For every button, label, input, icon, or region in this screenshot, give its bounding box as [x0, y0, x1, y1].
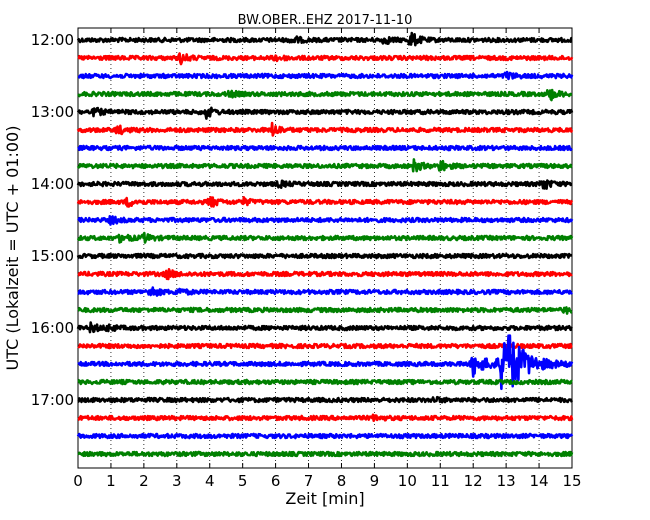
- chart-title: BW.OBER..EHZ 2017-11-10: [238, 13, 413, 28]
- y-tick-label: 17:00: [31, 391, 74, 409]
- x-tick-label: 13: [497, 472, 516, 490]
- y-tick-label: 13:00: [31, 103, 74, 121]
- seismogram-trace-1715: [77, 413, 574, 422]
- seismogram-trace-1300: [76, 106, 574, 120]
- seismogram-trace-1545: [77, 306, 573, 315]
- seismogram-trace-1200: [76, 31, 573, 47]
- x-gridlines: [110, 28, 540, 468]
- x-tick-label: 7: [304, 472, 314, 490]
- seismogram-trace-1415: [76, 196, 574, 208]
- seismogram-trace-1330: [77, 144, 573, 152]
- seismogram-trace-1515: [77, 268, 573, 281]
- seismogram-trace-1530: [77, 286, 573, 297]
- x-tick-label: 8: [337, 472, 347, 490]
- x-tick-label: 15: [562, 472, 581, 490]
- y-tick-label: 12:00: [31, 31, 74, 49]
- x-tick-label: 3: [172, 472, 182, 490]
- seismogram-trace-1430: [77, 215, 574, 226]
- y-tick-label: 15:00: [31, 247, 74, 265]
- seismogram-trace-1730: [76, 432, 574, 440]
- x-tick-label: 9: [370, 472, 380, 490]
- x-tick-label: 1: [106, 472, 116, 490]
- seismogram-trace-1445: [76, 231, 574, 244]
- x-tick-label: 0: [73, 472, 83, 490]
- y-tick-label: 16:00: [31, 319, 74, 337]
- x-tick-label: 5: [238, 472, 248, 490]
- seismogram-trace-1630: [77, 334, 574, 391]
- y-axis-ticks: 12:00 13:00 14:00 15:00 16:00 17:00: [31, 31, 572, 409]
- seismogram-trace-1245: [77, 88, 573, 102]
- seismogram-trace-1315: [76, 121, 574, 137]
- seismogram-trace-1230: [77, 70, 574, 81]
- x-tick-label: 4: [205, 472, 215, 490]
- plot-frame: [77, 27, 573, 469]
- x-tick-label: 10: [398, 472, 417, 490]
- x-tick-label: 6: [271, 472, 281, 490]
- seismogram-trace-1215: [77, 52, 574, 66]
- seismogram-trace-1700: [77, 395, 574, 404]
- seismogram-trace-1600: [76, 321, 573, 334]
- x-tick-label: 11: [431, 472, 450, 490]
- y-axis-label: UTC (Lokalzeit = UTC + 01:00): [3, 126, 22, 371]
- seismogram-trace-1400: [76, 179, 573, 190]
- seismogram-trace-1615: [77, 342, 573, 350]
- seismogram-trace-1345: [76, 158, 573, 173]
- x-tick-label: 12: [464, 472, 483, 490]
- seismogram-trace-1745: [77, 450, 574, 458]
- x-axis-label: Zeit [min]: [285, 489, 364, 508]
- seismogram-trace-1645: [77, 378, 573, 386]
- x-tick-label: 14: [530, 472, 549, 490]
- y-tick-label: 14:00: [31, 175, 74, 193]
- x-tick-label: 2: [139, 472, 149, 490]
- x-axis-ticks: 0 1 2 3 4 5 6 7 8 9 10 11 12 13 14 15: [73, 28, 582, 490]
- seismogram-trace-1500: [76, 252, 573, 260]
- trace-group: [76, 31, 574, 458]
